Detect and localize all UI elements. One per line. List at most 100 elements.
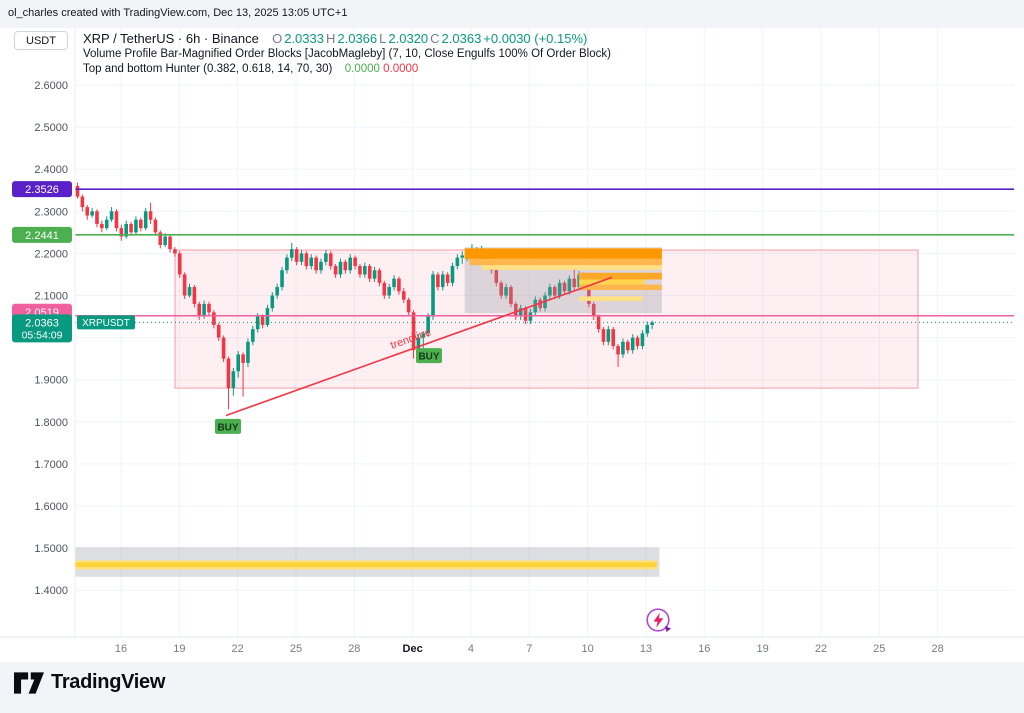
indicator-legend-row-1[interactable]: Volume Profile Bar-Magnified Order Block… bbox=[83, 47, 611, 63]
candle bbox=[280, 266, 284, 291]
candle bbox=[139, 217, 143, 232]
time-tick: 22 bbox=[232, 643, 244, 655]
candle bbox=[104, 216, 109, 231]
candle bbox=[182, 272, 187, 299]
candle bbox=[348, 254, 353, 274]
candle bbox=[621, 338, 625, 358]
svg-text:BUY: BUY bbox=[217, 422, 238, 433]
order-block bbox=[579, 296, 643, 301]
candle bbox=[548, 283, 552, 299]
candle bbox=[168, 234, 172, 253]
flash-icon[interactable] bbox=[645, 607, 673, 635]
buy-label[interactable]: BUY bbox=[215, 418, 241, 434]
open-value: 2.0333 bbox=[284, 31, 324, 46]
order-block bbox=[579, 284, 662, 291]
candle bbox=[216, 322, 221, 341]
candle bbox=[377, 268, 382, 287]
candle bbox=[275, 283, 279, 299]
trendline[interactable] bbox=[225, 276, 613, 417]
symbol-flag: XRPUSDT bbox=[77, 315, 135, 330]
candle bbox=[333, 263, 338, 278]
candle bbox=[460, 251, 465, 264]
candle bbox=[260, 314, 265, 329]
candle bbox=[241, 352, 245, 397]
supply-zone[interactable] bbox=[174, 249, 919, 389]
candle bbox=[601, 327, 606, 346]
candle bbox=[270, 292, 275, 312]
candle bbox=[397, 276, 401, 295]
countdown: 05:54:09 bbox=[22, 329, 63, 341]
high-value: 2.0366 bbox=[337, 31, 378, 46]
open-label: O bbox=[272, 31, 283, 46]
candle bbox=[645, 321, 650, 337]
order-block bbox=[579, 272, 662, 280]
indicator2-red-value: 0.0000 bbox=[383, 63, 419, 75]
candle bbox=[358, 263, 362, 278]
candle bbox=[212, 310, 216, 329]
price-tick: 2.4000 bbox=[34, 164, 68, 176]
candle bbox=[445, 272, 450, 287]
order-blocks bbox=[75, 247, 662, 577]
indicator2-green-value: 0.0000 bbox=[344, 63, 380, 75]
candle bbox=[129, 221, 133, 236]
candle bbox=[533, 296, 538, 316]
candle bbox=[401, 287, 406, 304]
candle bbox=[85, 204, 90, 220]
time-tick: 16 bbox=[115, 643, 127, 655]
candle bbox=[514, 301, 518, 320]
symbol-legend-row[interactable]: XRP / TetherUS · 6h · Binance O 2.0333 H 2.… bbox=[83, 31, 611, 47]
candle bbox=[173, 247, 177, 257]
candle bbox=[626, 339, 630, 354]
candle bbox=[635, 335, 640, 350]
candle bbox=[221, 335, 226, 363]
candle bbox=[153, 217, 158, 236]
candle bbox=[338, 258, 343, 278]
candle bbox=[75, 182, 80, 199]
candle bbox=[436, 272, 440, 291]
price-badge: 2.2441 bbox=[12, 226, 72, 243]
change-value: +0.0030 (+0.15%) bbox=[483, 31, 588, 46]
candle bbox=[363, 262, 367, 278]
candle bbox=[328, 251, 333, 270]
svg-text:XRPUSDT: XRPUSDT bbox=[82, 318, 130, 329]
candle bbox=[611, 327, 615, 350]
price-tick: 1.4000 bbox=[34, 585, 68, 597]
candle bbox=[207, 301, 211, 316]
time-tick: 22 bbox=[815, 643, 827, 655]
candle bbox=[124, 220, 128, 239]
bottom-strip bbox=[0, 662, 1024, 713]
candle bbox=[95, 209, 99, 228]
quote-currency-button[interactable]: USDT bbox=[14, 31, 68, 50]
price-tick: 1.7000 bbox=[34, 459, 68, 471]
chart-legend: XRP / TetherUS · 6h · Binance O 2.0333 H 2.… bbox=[83, 31, 611, 78]
candle bbox=[552, 284, 557, 299]
time-tick: 7 bbox=[526, 643, 532, 655]
svg-text:BUY: BUY bbox=[418, 352, 439, 363]
time-tick: 4 bbox=[468, 643, 474, 655]
candle bbox=[246, 338, 250, 368]
candle bbox=[197, 301, 202, 320]
candle bbox=[343, 259, 348, 274]
time-tick: Dec bbox=[403, 643, 423, 655]
candle bbox=[567, 275, 572, 295]
candle bbox=[90, 207, 94, 218]
low-value: 2.0320 bbox=[388, 31, 429, 46]
tradingview-logo[interactable]: TradingView bbox=[14, 671, 165, 694]
price-tick: 1.5000 bbox=[34, 543, 68, 555]
top-strip bbox=[0, 0, 1024, 28]
candle bbox=[455, 254, 460, 270]
indicator-legend-row-2[interactable]: Top and bottom Hunter (0.382, 0.618, 14,… bbox=[83, 62, 611, 78]
order-block bbox=[481, 265, 662, 270]
candle bbox=[596, 314, 601, 333]
indicator2-title: Top and bottom Hunter (0.382, 0.618, 14,… bbox=[83, 63, 333, 75]
candle bbox=[314, 255, 318, 274]
order-block bbox=[579, 279, 645, 285]
candle bbox=[382, 280, 387, 299]
candle bbox=[289, 242, 294, 261]
price-badge: 2.3526 bbox=[12, 181, 72, 198]
candle bbox=[319, 258, 323, 274]
time-tick: 16 bbox=[698, 643, 710, 655]
buy-label[interactable]: BUY bbox=[416, 348, 442, 364]
